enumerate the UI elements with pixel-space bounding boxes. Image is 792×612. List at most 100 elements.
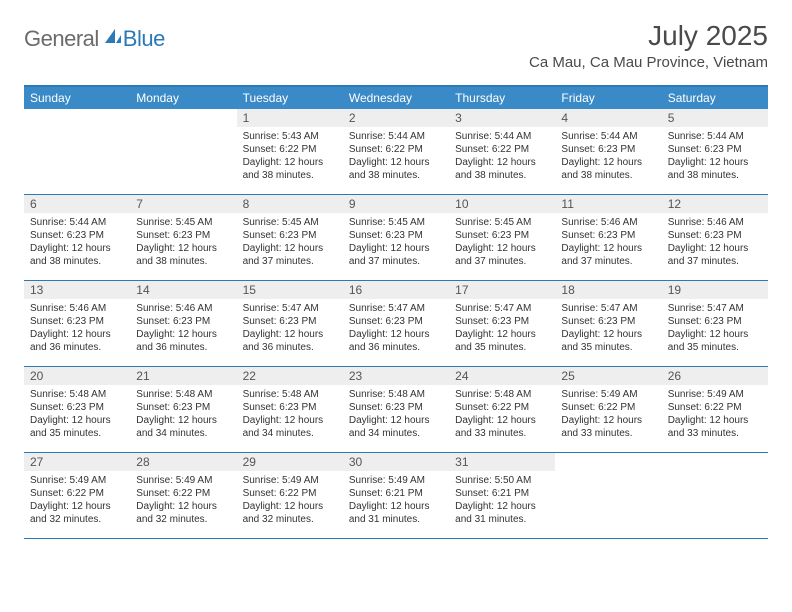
sunset-line: Sunset: 6:23 PM xyxy=(243,315,337,328)
day-cell-empty: . xyxy=(24,109,130,195)
sunset-line: Sunset: 6:23 PM xyxy=(561,315,655,328)
day-cell: 6Sunrise: 5:44 AMSunset: 6:23 PMDaylight… xyxy=(24,195,130,281)
day-number: 8 xyxy=(237,195,343,213)
sunset-line: Sunset: 6:22 PM xyxy=(136,487,230,500)
sunset-line: Sunset: 6:22 PM xyxy=(668,401,762,414)
day-cell: 30Sunrise: 5:49 AMSunset: 6:21 PMDayligh… xyxy=(343,453,449,539)
sunset-line: Sunset: 6:23 PM xyxy=(561,143,655,156)
sunset-line: Sunset: 6:23 PM xyxy=(349,229,443,242)
day-number: 25 xyxy=(555,367,661,385)
day-number: 28 xyxy=(130,453,236,471)
day-body: Sunrise: 5:48 AMSunset: 6:23 PMDaylight:… xyxy=(343,385,449,445)
sunset-line: Sunset: 6:23 PM xyxy=(30,401,124,414)
day-body: Sunrise: 5:44 AMSunset: 6:23 PMDaylight:… xyxy=(24,213,130,273)
day-body: Sunrise: 5:49 AMSunset: 6:22 PMDaylight:… xyxy=(24,471,130,531)
header: General Blue July 2025 Ca Mau, Ca Mau Pr… xyxy=(24,20,768,71)
sunrise-line: Sunrise: 5:46 AM xyxy=(30,302,124,315)
calendar-grid: SundayMondayTuesdayWednesdayThursdayFrid… xyxy=(24,85,768,539)
day-body: Sunrise: 5:49 AMSunset: 6:22 PMDaylight:… xyxy=(555,385,661,445)
daylight-line: Daylight: 12 hours and 38 minutes. xyxy=(561,156,655,182)
sunrise-line: Sunrise: 5:47 AM xyxy=(455,302,549,315)
day-body: Sunrise: 5:48 AMSunset: 6:23 PMDaylight:… xyxy=(130,385,236,445)
day-body: Sunrise: 5:47 AMSunset: 6:23 PMDaylight:… xyxy=(343,299,449,359)
day-cell-empty: . xyxy=(555,453,661,539)
sunset-line: Sunset: 6:22 PM xyxy=(243,487,337,500)
daylight-line: Daylight: 12 hours and 37 minutes. xyxy=(455,242,549,268)
day-number: 20 xyxy=(24,367,130,385)
sunset-line: Sunset: 6:22 PM xyxy=(455,401,549,414)
weekday-header: Friday xyxy=(555,87,661,109)
day-cell: 13Sunrise: 5:46 AMSunset: 6:23 PMDayligh… xyxy=(24,281,130,367)
sunset-line: Sunset: 6:22 PM xyxy=(561,401,655,414)
day-number: 21 xyxy=(130,367,236,385)
daylight-line: Daylight: 12 hours and 35 minutes. xyxy=(668,328,762,354)
day-cell: 7Sunrise: 5:45 AMSunset: 6:23 PMDaylight… xyxy=(130,195,236,281)
day-body: Sunrise: 5:43 AMSunset: 6:22 PMDaylight:… xyxy=(237,127,343,187)
day-number: 14 xyxy=(130,281,236,299)
sunset-line: Sunset: 6:23 PM xyxy=(136,229,230,242)
day-number: 3 xyxy=(449,109,555,127)
day-body: Sunrise: 5:49 AMSunset: 6:22 PMDaylight:… xyxy=(662,385,768,445)
sunrise-line: Sunrise: 5:46 AM xyxy=(136,302,230,315)
sunrise-line: Sunrise: 5:47 AM xyxy=(668,302,762,315)
daylight-line: Daylight: 12 hours and 32 minutes. xyxy=(136,500,230,526)
location: Ca Mau, Ca Mau Province, Vietnam xyxy=(529,54,768,71)
sunset-line: Sunset: 6:22 PM xyxy=(349,143,443,156)
daylight-line: Daylight: 12 hours and 37 minutes. xyxy=(668,242,762,268)
day-number: 19 xyxy=(662,281,768,299)
sunset-line: Sunset: 6:23 PM xyxy=(136,315,230,328)
day-body: Sunrise: 5:44 AMSunset: 6:23 PMDaylight:… xyxy=(555,127,661,187)
day-cell: 3Sunrise: 5:44 AMSunset: 6:22 PMDaylight… xyxy=(449,109,555,195)
day-cell: 29Sunrise: 5:49 AMSunset: 6:22 PMDayligh… xyxy=(237,453,343,539)
sunrise-line: Sunrise: 5:47 AM xyxy=(561,302,655,315)
sunrise-line: Sunrise: 5:48 AM xyxy=(136,388,230,401)
day-number: 13 xyxy=(24,281,130,299)
day-number: 11 xyxy=(555,195,661,213)
day-number: 29 xyxy=(237,453,343,471)
sunset-line: Sunset: 6:23 PM xyxy=(561,229,655,242)
weekday-header: Saturday xyxy=(662,87,768,109)
sunset-line: Sunset: 6:23 PM xyxy=(668,229,762,242)
daylight-line: Daylight: 12 hours and 38 minutes. xyxy=(455,156,549,182)
sunrise-line: Sunrise: 5:49 AM xyxy=(561,388,655,401)
day-number: 12 xyxy=(662,195,768,213)
day-cell: 8Sunrise: 5:45 AMSunset: 6:23 PMDaylight… xyxy=(237,195,343,281)
daylight-line: Daylight: 12 hours and 34 minutes. xyxy=(136,414,230,440)
day-number: 24 xyxy=(449,367,555,385)
sunrise-line: Sunrise: 5:43 AM xyxy=(243,130,337,143)
day-cell: 5Sunrise: 5:44 AMSunset: 6:23 PMDaylight… xyxy=(662,109,768,195)
sunset-line: Sunset: 6:23 PM xyxy=(349,401,443,414)
day-body: Sunrise: 5:45 AMSunset: 6:23 PMDaylight:… xyxy=(130,213,236,273)
daylight-line: Daylight: 12 hours and 37 minutes. xyxy=(349,242,443,268)
sunrise-line: Sunrise: 5:49 AM xyxy=(243,474,337,487)
month-title: July 2025 xyxy=(529,20,768,52)
day-cell: 23Sunrise: 5:48 AMSunset: 6:23 PMDayligh… xyxy=(343,367,449,453)
sunrise-line: Sunrise: 5:49 AM xyxy=(668,388,762,401)
logo-text-blue: Blue xyxy=(123,26,165,52)
daylight-line: Daylight: 12 hours and 38 minutes. xyxy=(668,156,762,182)
day-number: 10 xyxy=(449,195,555,213)
day-cell: 15Sunrise: 5:47 AMSunset: 6:23 PMDayligh… xyxy=(237,281,343,367)
sunrise-line: Sunrise: 5:44 AM xyxy=(561,130,655,143)
day-body: Sunrise: 5:47 AMSunset: 6:23 PMDaylight:… xyxy=(662,299,768,359)
sunrise-line: Sunrise: 5:44 AM xyxy=(30,216,124,229)
day-body: Sunrise: 5:44 AMSunset: 6:23 PMDaylight:… xyxy=(662,127,768,187)
sunrise-line: Sunrise: 5:47 AM xyxy=(349,302,443,315)
daylight-line: Daylight: 12 hours and 36 minutes. xyxy=(30,328,124,354)
day-body: Sunrise: 5:46 AMSunset: 6:23 PMDaylight:… xyxy=(555,213,661,273)
daylight-line: Daylight: 12 hours and 33 minutes. xyxy=(561,414,655,440)
sunrise-line: Sunrise: 5:47 AM xyxy=(243,302,337,315)
day-cell: 10Sunrise: 5:45 AMSunset: 6:23 PMDayligh… xyxy=(449,195,555,281)
day-body: Sunrise: 5:48 AMSunset: 6:22 PMDaylight:… xyxy=(449,385,555,445)
day-number: 5 xyxy=(662,109,768,127)
daylight-line: Daylight: 12 hours and 35 minutes. xyxy=(30,414,124,440)
sunrise-line: Sunrise: 5:49 AM xyxy=(136,474,230,487)
daylight-line: Daylight: 12 hours and 31 minutes. xyxy=(455,500,549,526)
day-body: Sunrise: 5:49 AMSunset: 6:22 PMDaylight:… xyxy=(130,471,236,531)
daylight-line: Daylight: 12 hours and 33 minutes. xyxy=(668,414,762,440)
day-body: Sunrise: 5:50 AMSunset: 6:21 PMDaylight:… xyxy=(449,471,555,531)
day-cell: 31Sunrise: 5:50 AMSunset: 6:21 PMDayligh… xyxy=(449,453,555,539)
sunset-line: Sunset: 6:21 PM xyxy=(455,487,549,500)
day-body: Sunrise: 5:46 AMSunset: 6:23 PMDaylight:… xyxy=(24,299,130,359)
day-body: Sunrise: 5:45 AMSunset: 6:23 PMDaylight:… xyxy=(237,213,343,273)
